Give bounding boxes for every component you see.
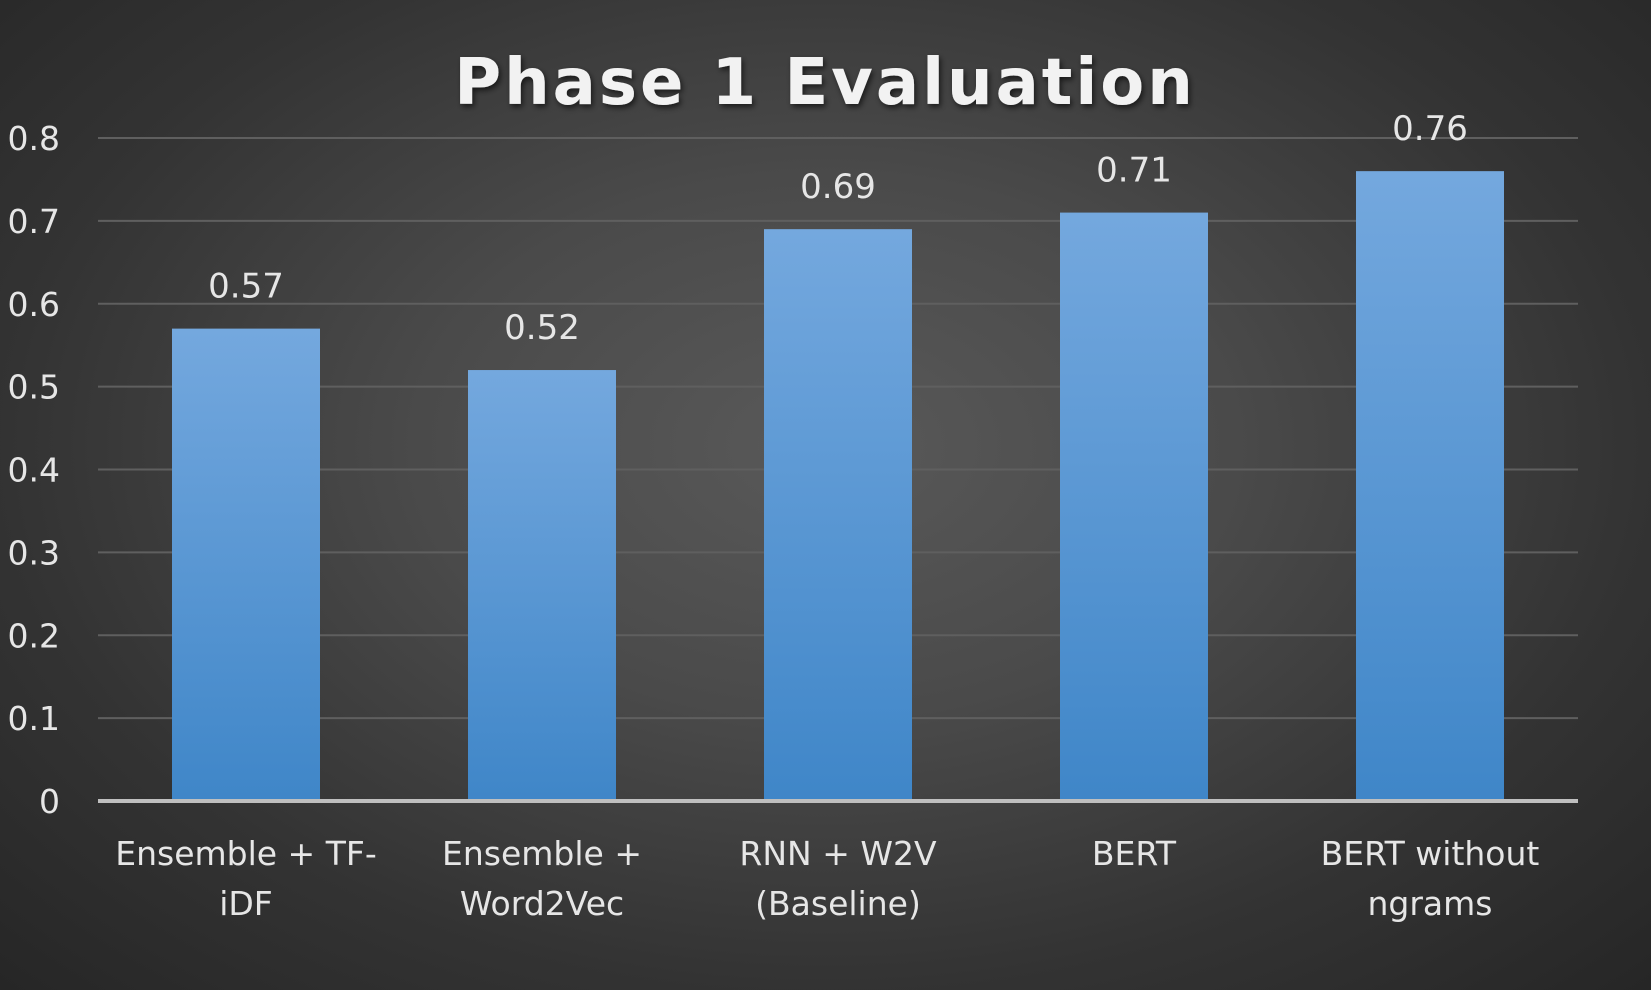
chart-title: Phase 1 Evaluation [454, 46, 1196, 120]
bar [1060, 212, 1208, 801]
x-tick-label: ngrams [1368, 884, 1493, 923]
x-tick-label: (Baseline) [755, 884, 921, 923]
data-labels: 0.57 0.52 0.69 0.71 0.76 [208, 109, 1468, 348]
x-tick-label: BERT without [1321, 834, 1540, 873]
y-axis-ticks: 0 0.1 0.2 0.3 0.4 0.5 0.6 0.7 0.8 [8, 119, 60, 821]
bar [172, 328, 320, 801]
y-tick-label: 0.8 [8, 119, 60, 158]
y-tick-label: 0.1 [8, 699, 60, 738]
y-tick-label: 0.4 [8, 451, 60, 490]
bar [764, 229, 912, 802]
bar [1356, 171, 1504, 801]
y-tick-label: 0.5 [8, 368, 60, 407]
data-label: 0.57 [208, 267, 284, 307]
data-label: 0.52 [504, 308, 580, 348]
y-tick-label: 0 [39, 782, 60, 821]
y-tick-label: 0.6 [8, 285, 60, 324]
x-tick-label: iDF [219, 884, 273, 923]
x-tick-label: RNN + W2V [739, 834, 937, 873]
category-labels: Ensemble + TF-iDF Ensemble + Word2Vec RNN +… [115, 834, 1539, 923]
x-tick-label: Ensemble + [442, 834, 642, 873]
x-tick-label: BERT [1092, 834, 1177, 873]
y-tick-label: 0.2 [8, 616, 60, 655]
data-label: 0.76 [1392, 109, 1468, 149]
bar [468, 370, 616, 801]
bars [172, 171, 1504, 802]
y-tick-label: 0.3 [8, 533, 60, 572]
data-label: 0.71 [1096, 151, 1172, 191]
data-label: 0.69 [800, 167, 876, 207]
y-tick-label: 0.7 [8, 202, 60, 241]
x-tick-label: Ensemble + TF- [115, 834, 377, 873]
x-tick-label: Word2Vec [460, 884, 624, 923]
